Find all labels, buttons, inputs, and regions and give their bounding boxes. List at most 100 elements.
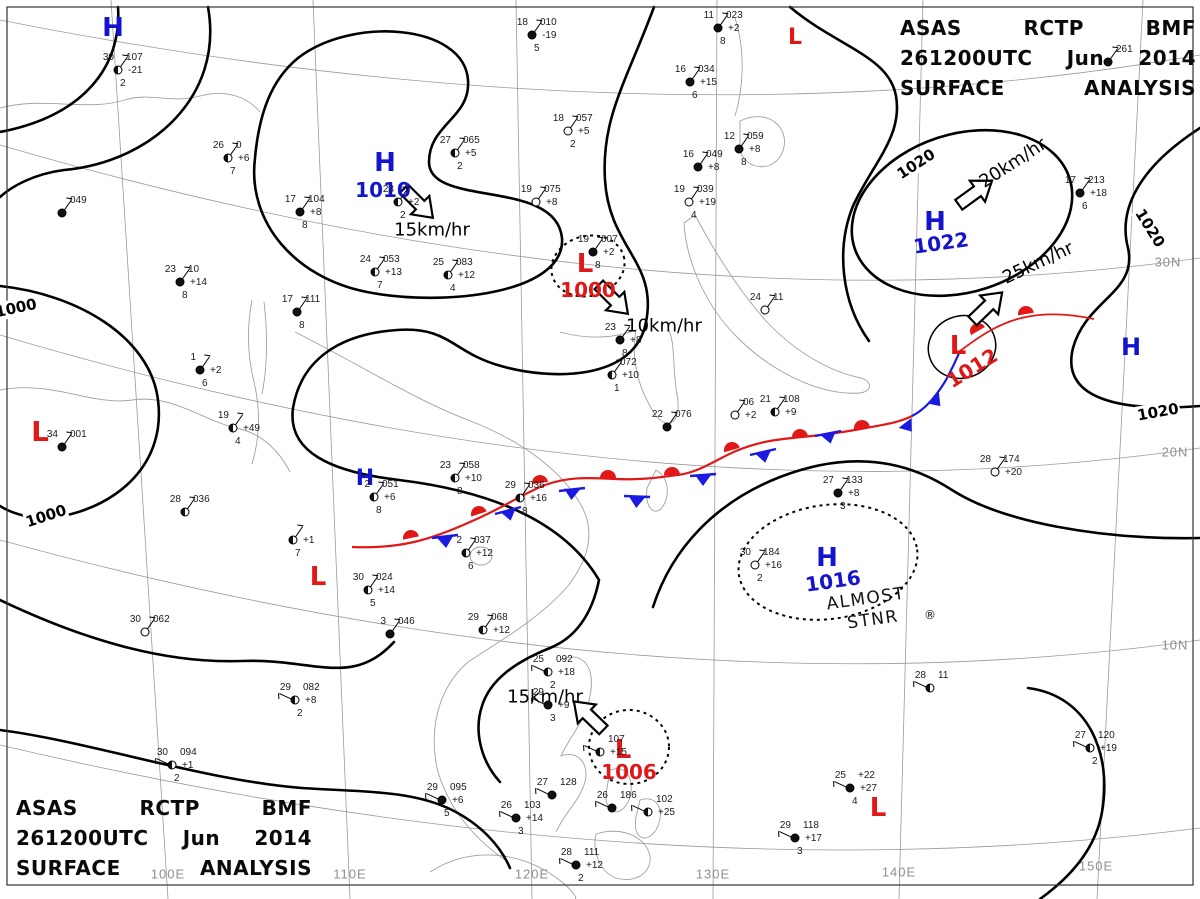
isobars <box>0 5 1200 899</box>
station-symbol <box>833 488 843 498</box>
station-pressure: 094 <box>180 747 197 758</box>
station-symbol <box>547 790 557 800</box>
station-pressure: 11 <box>773 292 784 303</box>
station-symbol <box>760 305 770 315</box>
station-pressure: 118 <box>803 820 819 831</box>
station-change: +14 <box>378 585 395 596</box>
station-temperature: 23 <box>164 264 176 275</box>
station-change: +16 <box>765 560 782 571</box>
station-symbol <box>450 473 460 483</box>
station-low-value: 7 <box>377 280 383 291</box>
station-pressure: 051 <box>382 479 399 490</box>
station-pressure: 024 <box>376 572 393 583</box>
station-change: +16 <box>530 493 547 504</box>
station-pressure: 11 <box>938 670 949 681</box>
station-change: +14 <box>526 813 543 824</box>
pressure-center-h: H <box>816 543 838 573</box>
station-low-value: 2 <box>757 573 763 584</box>
station-change: +9 <box>558 700 570 711</box>
station-temperature: 29 <box>504 480 516 491</box>
station-pressure: 111 <box>584 847 600 858</box>
station-pressure: 10 <box>188 264 200 275</box>
station-symbol <box>363 585 373 595</box>
pressure-center-h: H <box>355 466 375 491</box>
station-low-value: 8 <box>741 157 747 168</box>
station-pressure: 092 <box>556 654 573 665</box>
pressure-center-l: L <box>787 25 803 50</box>
station-temperature: 30 <box>352 572 364 583</box>
station-temperature: 18 <box>552 113 564 124</box>
station-symbol <box>292 307 302 317</box>
movement-arrows <box>398 179 1004 736</box>
station-low-value: 4 <box>691 210 697 221</box>
station-temperature: 17 <box>281 294 293 305</box>
station-low-value: 4 <box>852 796 858 807</box>
station-low-value: 6 <box>202 378 208 389</box>
wind-barb-feather <box>155 758 157 765</box>
station-low-value: 8 <box>457 486 463 497</box>
oval-low-1012 <box>927 314 997 380</box>
pressure-center-l: L <box>309 562 327 592</box>
title-line-2: 261200UTC Jun 2014 <box>16 826 312 850</box>
station-symbol <box>925 683 935 693</box>
station-temperature: 11 <box>703 10 714 21</box>
station-low-value: 4 <box>450 283 456 294</box>
station-temperature: 27 <box>536 777 548 788</box>
station-pressure: 065 <box>463 135 480 146</box>
station-temperature: 30 <box>739 547 751 558</box>
station-change: +49 <box>243 423 260 434</box>
station-change: +20 <box>1005 467 1022 478</box>
station-pressure: 010 <box>540 17 557 28</box>
pressure-center-h: H <box>1120 333 1142 361</box>
station-change: +27 <box>860 783 877 794</box>
chart-title-bottom-left: ASAS RCTP BMF 261200UTC Jun 2014 SURFACE… <box>16 793 312 883</box>
station-change: -21 <box>128 65 143 76</box>
station-low-value: 2 <box>400 210 406 221</box>
longitude-label: 110E <box>333 866 367 882</box>
station-change: +18 <box>558 667 575 678</box>
station-pressure: 082 <box>303 682 320 693</box>
station-low-value: 2 <box>570 139 576 150</box>
station-symbol <box>750 560 760 570</box>
pressure-value: 1000 <box>560 278 616 302</box>
station-symbol <box>990 467 1000 477</box>
station-change: +1 <box>182 760 194 771</box>
pressure-center-h: H <box>374 148 396 178</box>
wind-barb-feather <box>833 781 835 788</box>
longitude-label: 120E <box>514 866 550 882</box>
station-low-value: 8 <box>622 348 628 359</box>
chart-title-top-right: ASAS RCTP BMF 261200UTC Jun 2014 SURFACE… <box>900 13 1196 103</box>
station-change: +18 <box>1090 188 1107 199</box>
station-symbol <box>571 860 581 870</box>
station-symbol <box>195 365 205 375</box>
station-temperature: 19 <box>217 410 229 421</box>
longitude-label: 140E <box>881 864 917 880</box>
wind-barb-feather <box>559 858 561 865</box>
station-change: +8 <box>708 162 720 173</box>
station-symbol <box>288 535 298 545</box>
station-temperature: 28 <box>560 847 572 858</box>
station-temperature: 17 <box>284 194 296 205</box>
station-change: +25 <box>658 807 675 818</box>
pressure-value: 1010 <box>355 178 411 202</box>
station-symbol <box>478 625 488 635</box>
station-low-value: 3 <box>797 846 803 857</box>
station-low-value: 2 <box>1092 756 1098 767</box>
wind-barb-feather <box>595 801 597 808</box>
station-pressure: 184 <box>763 547 780 558</box>
station-symbol <box>527 30 537 40</box>
station-temperature: 27 <box>439 135 451 146</box>
station-symbol <box>515 493 525 503</box>
station-temperature: 17 <box>1064 175 1076 186</box>
station-pressure: 062 <box>153 614 170 625</box>
station-pressure: 107 <box>608 734 625 745</box>
station-temperature: 18 <box>516 17 528 28</box>
station-symbol <box>734 144 744 154</box>
station-change: +17 <box>805 833 822 844</box>
station-low-value: 7 <box>230 166 236 177</box>
wind-barb-feather <box>913 681 915 688</box>
station-symbol <box>607 370 617 380</box>
station-pressure: 0 <box>236 140 242 151</box>
station-pressure: 007 <box>601 234 618 245</box>
station-symbol <box>175 277 185 287</box>
